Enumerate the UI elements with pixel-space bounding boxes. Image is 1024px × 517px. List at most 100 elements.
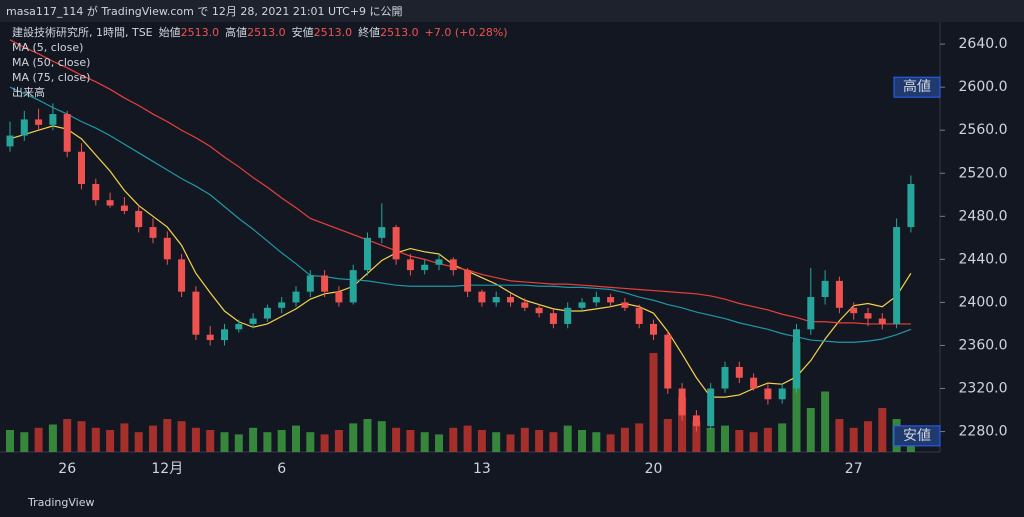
volume-bar	[191, 427, 200, 452]
volume-bar	[706, 427, 715, 452]
candle-body	[878, 318, 886, 324]
candle-body	[120, 205, 128, 211]
candle-body	[793, 329, 800, 389]
candle-body	[49, 114, 57, 125]
volume-bar	[263, 432, 272, 452]
volume-bar	[77, 421, 86, 452]
volume-bar	[678, 397, 687, 452]
candle-body	[735, 366, 743, 378]
legend-study: MA (75, close)	[12, 71, 90, 84]
volume-bar	[306, 432, 315, 452]
candle-body	[535, 307, 543, 314]
candle-body	[707, 388, 715, 427]
legend-part: 2513.0	[314, 26, 353, 39]
publisher: masa117_114 が TradingView.com で 12月 28, …	[6, 4, 403, 18]
x-tick-label: 26	[58, 461, 76, 477]
volume-bar	[477, 430, 486, 452]
legend-part: 安値	[292, 25, 314, 39]
candle-body	[850, 307, 858, 314]
header-bar	[0, 0, 1024, 22]
volume-bar	[134, 432, 143, 452]
candle-body	[135, 210, 143, 228]
candle-body	[6, 135, 14, 147]
volume-bar	[864, 421, 872, 452]
candle-body	[492, 297, 500, 303]
volume-bar	[692, 421, 701, 452]
y-tick-label: 2600.0	[959, 79, 1008, 95]
volume-bar	[806, 408, 815, 452]
volume-bar	[592, 432, 601, 452]
candle-body	[564, 307, 572, 324]
candle-body	[464, 270, 472, 292]
volume-bar	[835, 419, 844, 452]
volume-bar	[277, 430, 286, 452]
candle-body	[221, 329, 228, 341]
candle-body	[435, 259, 443, 265]
legend-part: +7.0 (+0.28%)	[425, 26, 508, 39]
volume-bar	[792, 342, 801, 452]
price-label-text: 安値	[903, 428, 931, 444]
volume-bar	[878, 408, 887, 452]
x-tick-label: 27	[845, 461, 863, 477]
candle-body	[678, 388, 686, 416]
x-tick-label: 6	[277, 461, 286, 477]
candle-body	[592, 297, 600, 303]
volume-bar	[420, 432, 429, 452]
volume-bar	[492, 432, 501, 452]
candle-body	[349, 270, 357, 303]
y-tick-label: 2440.0	[959, 251, 1008, 267]
volume-bar	[334, 430, 343, 452]
volume-bar	[149, 425, 157, 452]
candle-body	[63, 114, 71, 152]
candle-body	[321, 275, 329, 292]
legend-title: 建設技術研究所, 1時間, TSE 始値2513.0 高値2513.0 安値2513.…	[12, 25, 508, 39]
candle-body	[406, 259, 414, 271]
plot: 2280.0 2320.0 2360.0 2400.0 2440.0 2480.0 2520…	[6, 25, 1008, 477]
candle-body	[907, 184, 915, 228]
candle-body	[149, 227, 157, 238]
y-tick-label: 2640.0	[959, 36, 1008, 52]
volume-bar	[6, 430, 14, 452]
candle-body	[549, 313, 557, 324]
volume-bar	[234, 434, 243, 452]
candle-body	[206, 334, 214, 341]
volume-bar	[721, 425, 729, 452]
candle-body	[692, 415, 700, 427]
candle-body	[235, 323, 243, 330]
legend-part: 建設技術研究所, 1時間, TSE	[12, 25, 153, 39]
volume-bar	[821, 391, 830, 452]
volume-bar	[220, 432, 229, 452]
legend-part: 終値	[358, 25, 380, 39]
candle-body	[449, 259, 457, 271]
y-tick-label: 2360.0	[959, 337, 1008, 353]
volume-bar	[520, 427, 529, 452]
volume-bar	[749, 432, 758, 452]
volume-bar	[606, 434, 615, 452]
volume-bar	[435, 434, 443, 452]
volume-bar	[506, 434, 515, 452]
volume-bar	[392, 427, 401, 452]
volume-bar	[406, 430, 415, 452]
candle-body	[621, 302, 629, 308]
candle-body	[364, 237, 371, 271]
candle-body	[507, 297, 514, 303]
candle-body	[249, 318, 257, 324]
candle-body	[335, 291, 343, 303]
volume-bar	[635, 423, 644, 452]
x-tick-label: 13	[473, 461, 491, 477]
volume-bar	[177, 421, 186, 452]
legend-part: 2513.0	[247, 26, 286, 39]
volume-bar	[363, 419, 372, 452]
candle-body	[392, 227, 400, 260]
candle-body	[821, 280, 829, 298]
price-label	[893, 76, 941, 98]
volume-bar	[778, 423, 787, 452]
volume-bar	[377, 421, 386, 452]
volume-bar	[163, 419, 172, 452]
candle-body	[192, 291, 200, 335]
y-tick-label: 2520.0	[959, 165, 1008, 181]
volume-bar	[735, 430, 744, 452]
x-tick-label: 12月	[151, 461, 183, 477]
candle-body	[578, 302, 586, 308]
